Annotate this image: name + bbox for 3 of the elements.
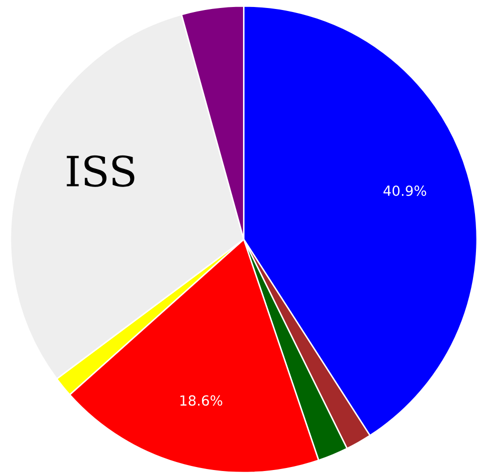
slice-label: ISS (66, 155, 134, 187)
data-label: 40.9% (383, 185, 426, 196)
data-label: 18.6% (180, 395, 222, 406)
